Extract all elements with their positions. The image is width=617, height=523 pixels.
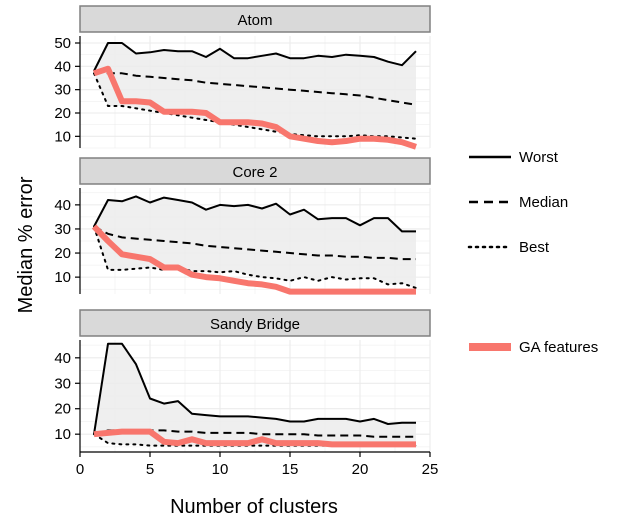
series-line-ga (91, 224, 416, 295)
y-axis-title: Median % error (15, 176, 37, 313)
series-line-best (93, 433, 417, 447)
legend-label-worst: Worst (519, 149, 559, 166)
series-line-worst (93, 42, 417, 72)
y-tick-label: 50 (54, 35, 71, 52)
legend-label-ga: GA features (519, 339, 598, 356)
facet-panel: Sandy Bridge 10 20 30 40 (54, 309, 431, 452)
y-tick-label: 40 (54, 350, 71, 367)
y-tick-label: 10 (54, 426, 71, 443)
legend-label-best: Best (519, 239, 550, 256)
y-tick-label: 20 (54, 105, 71, 122)
range-band (94, 343, 416, 446)
series-line-median (93, 70, 417, 106)
facet-panel: Atom 10 20 30 40 50 (54, 5, 431, 150)
x-axis: 0 5 10 15 20 25 (76, 451, 439, 478)
facet-strip (79, 309, 431, 337)
series-line-ga (93, 428, 416, 448)
y-tick-label: 30 (54, 82, 71, 99)
x-tick-label: 15 (282, 461, 299, 478)
y-tick-label: 10 (54, 269, 71, 286)
x-tick-label: 20 (352, 461, 369, 478)
series-line-ga (93, 65, 417, 150)
x-tick-label: 10 (212, 461, 229, 478)
facet-strip-label: Atom (237, 12, 272, 29)
legend: Worst Median Best GA features (467, 149, 598, 356)
y-tick-label: 10 (54, 128, 71, 145)
x-tick-label: 25 (422, 461, 439, 478)
facet-panel: Core 2 10 20 30 40 (54, 157, 431, 295)
series-line-worst (93, 342, 416, 435)
y-tick-label: 40 (54, 197, 71, 214)
series-line-median (93, 225, 416, 261)
y-tick-label: 20 (54, 245, 71, 262)
facet-strip (79, 5, 431, 33)
facet-strip-label: Sandy Bridge (210, 316, 300, 333)
series-line-worst (93, 195, 416, 233)
y-tick-label: 30 (54, 221, 71, 238)
series-line-best (93, 225, 417, 289)
legend-label-median: Median (519, 194, 568, 211)
y-tick-label: 40 (54, 58, 71, 75)
range-band (94, 43, 416, 139)
x-tick-label: 0 (76, 461, 84, 478)
facet-strip (79, 157, 431, 185)
y-tick-label: 20 (54, 401, 71, 418)
series-line-best (93, 72, 417, 140)
y-tick-label: 30 (54, 375, 71, 392)
x-axis-title: Number of clusters (170, 496, 338, 518)
facet-strip-label: Core 2 (232, 164, 277, 181)
x-tick-label: 5 (146, 461, 154, 478)
